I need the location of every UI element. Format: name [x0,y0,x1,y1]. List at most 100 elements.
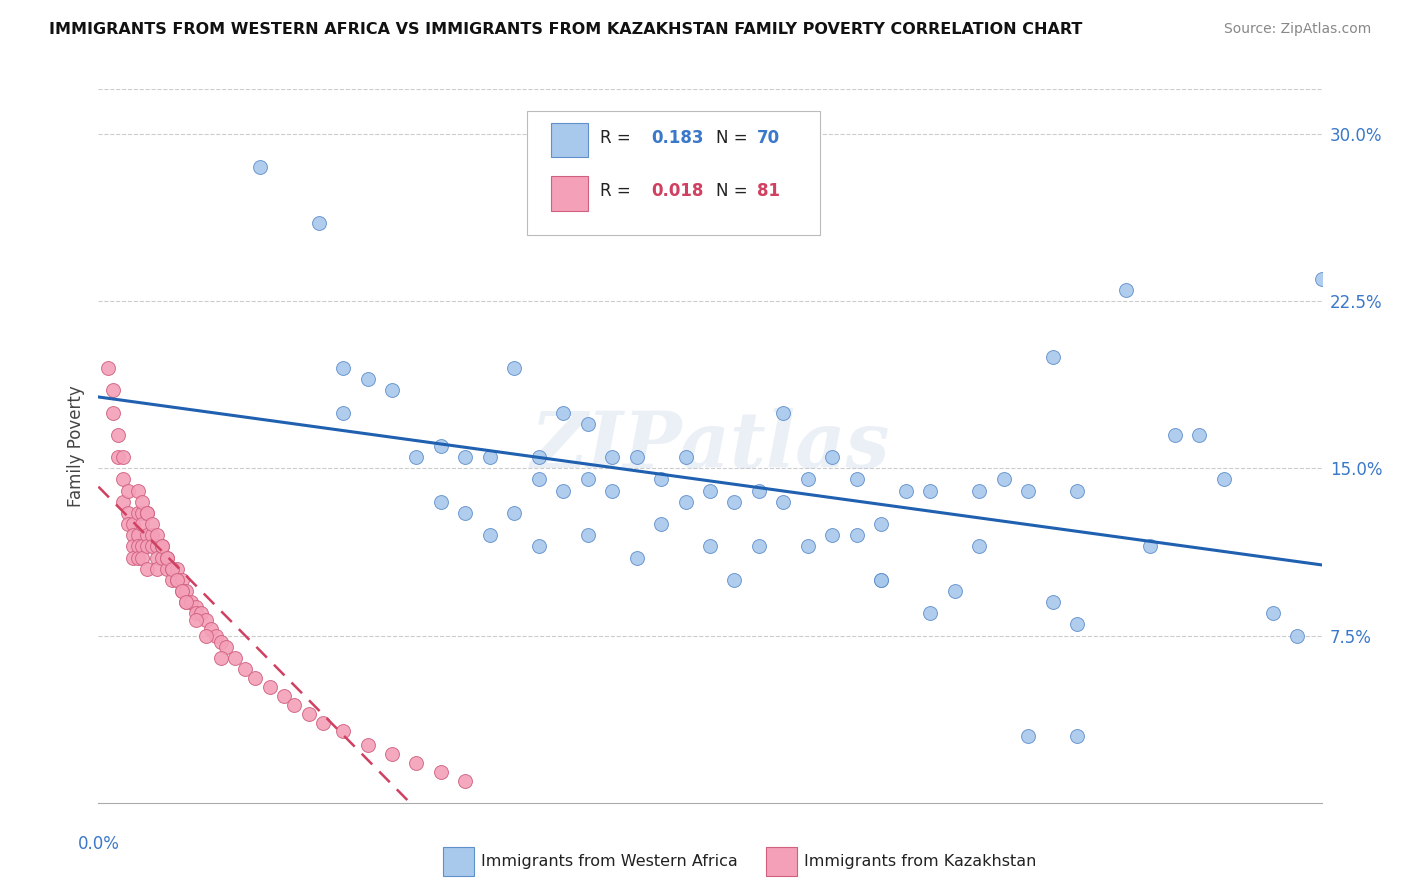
Point [146,550,169,565]
Point [170,583,193,598]
Point [650,473,672,487]
Point [233,662,256,676]
Point [308,216,330,230]
Point [190,607,212,621]
Point [180,595,202,609]
Point [259,680,281,694]
Point [1017,729,1039,743]
Point [920,607,942,621]
Point [870,573,893,587]
Point [332,724,354,739]
Point [723,494,745,508]
Point [111,473,134,487]
Point [1164,427,1187,442]
Point [920,483,942,498]
Point [117,517,139,532]
Point [121,528,143,542]
Point [430,439,453,453]
Point [503,360,526,375]
FancyBboxPatch shape [526,111,820,235]
Point [156,550,179,565]
Point [166,573,188,587]
Text: Immigrants from Western Africa: Immigrants from Western Africa [481,855,738,869]
Point [356,372,378,386]
Point [748,483,770,498]
Point [797,539,820,553]
Point [1017,483,1039,498]
Point [176,583,198,598]
Point [160,573,183,587]
Point [626,450,648,465]
Point [170,573,193,587]
Point [146,539,169,553]
Point [894,483,917,498]
Point [209,651,232,665]
Point [356,738,378,752]
Point [553,483,575,498]
Point [131,550,153,565]
Point [97,360,120,375]
Point [675,494,697,508]
Point [405,450,427,465]
Text: 0.0%: 0.0% [77,835,120,853]
Text: 0.018: 0.018 [651,182,703,200]
Point [967,539,990,553]
Point [430,494,453,508]
Point [127,506,149,520]
Point [699,483,721,498]
Point [111,494,134,508]
Point [160,562,183,576]
Text: 70: 70 [756,128,780,146]
Point [107,427,129,442]
Text: 81: 81 [756,182,779,200]
Point [600,450,623,465]
Point [186,599,208,614]
Point [1115,283,1137,297]
Point [332,405,354,420]
Point [527,450,550,465]
Point [772,494,794,508]
Point [1212,473,1234,487]
Point [117,483,139,498]
Point [1066,617,1088,632]
Point [943,583,966,598]
Point [117,506,139,520]
Point [1042,350,1064,364]
Text: Immigrants from Kazakhstan: Immigrants from Kazakhstan [804,855,1036,869]
Point [200,622,222,636]
Point [675,450,697,465]
Point [146,528,169,542]
Point [332,360,354,375]
Point [1066,729,1088,743]
Point [127,483,149,498]
Point [993,473,1015,487]
Point [186,613,208,627]
Point [283,698,305,712]
Point [127,550,149,565]
Point [576,528,599,542]
FancyBboxPatch shape [551,123,588,157]
Point [454,450,477,465]
Point [298,706,321,721]
Point [136,528,159,542]
Point [430,764,453,779]
Text: N =: N = [716,128,748,146]
Point [527,539,550,553]
Point [209,635,232,649]
Text: N =: N = [716,182,748,200]
Point [748,539,770,553]
Point [131,539,153,553]
Point [723,573,745,587]
Point [243,671,266,685]
Point [101,405,124,420]
Point [101,384,124,398]
Point [146,562,169,576]
Point [176,595,198,609]
Point [195,613,218,627]
Point [150,539,173,553]
Point [772,405,794,420]
Point [131,494,153,508]
Point [195,628,218,642]
Point [967,483,990,498]
Point [1066,483,1088,498]
